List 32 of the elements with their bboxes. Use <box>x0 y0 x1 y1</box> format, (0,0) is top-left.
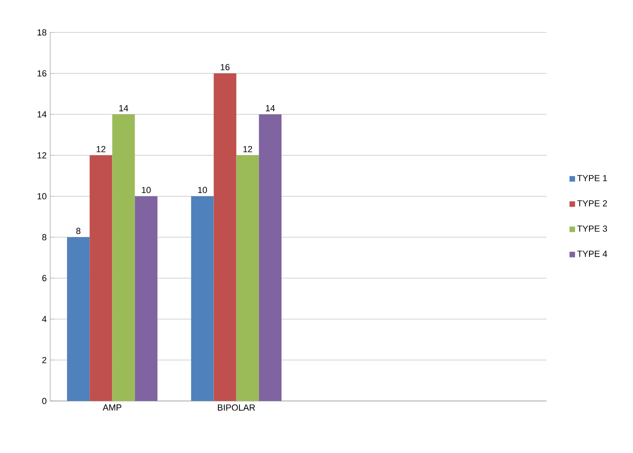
data-label: 14 <box>266 105 275 112</box>
legend-label: TYPE 3 <box>577 225 607 232</box>
data-label: 12 <box>243 146 252 152</box>
bar <box>258 114 282 401</box>
legend-label: TYPE 4 <box>577 250 608 257</box>
data-label: 8 <box>76 228 80 234</box>
y-tick-label: 16 <box>38 70 46 76</box>
y-tick-label: 8 <box>42 234 46 240</box>
data-label: 14 <box>119 105 128 112</box>
x-tick-label: AMP <box>102 404 122 410</box>
legend-label: TYPE 2 <box>577 200 607 206</box>
data-label: 10 <box>142 186 151 194</box>
y-tick-label: 6 <box>42 274 46 282</box>
y-tick-label: 12 <box>38 152 46 158</box>
y-tick-label: 0 <box>42 398 46 404</box>
bar <box>191 196 214 401</box>
y-tick-label: 10 <box>38 193 46 200</box>
bar <box>214 73 236 401</box>
bar <box>236 155 259 401</box>
bar <box>112 114 135 401</box>
data-label: 16 <box>220 64 230 70</box>
x-tick-label: BIPOLAR <box>218 404 256 411</box>
bar <box>134 196 158 401</box>
bar <box>90 155 112 401</box>
y-tick-label: 2 <box>42 356 46 364</box>
data-label: 12 <box>96 146 106 152</box>
y-tick-label: 4 <box>42 316 46 322</box>
data-label: 10 <box>198 186 207 194</box>
y-tick-label: 14 <box>38 111 46 118</box>
y-tick-label: 18 <box>38 29 46 36</box>
bar <box>67 237 90 401</box>
legend-label: TYPE 1 <box>577 175 607 182</box>
